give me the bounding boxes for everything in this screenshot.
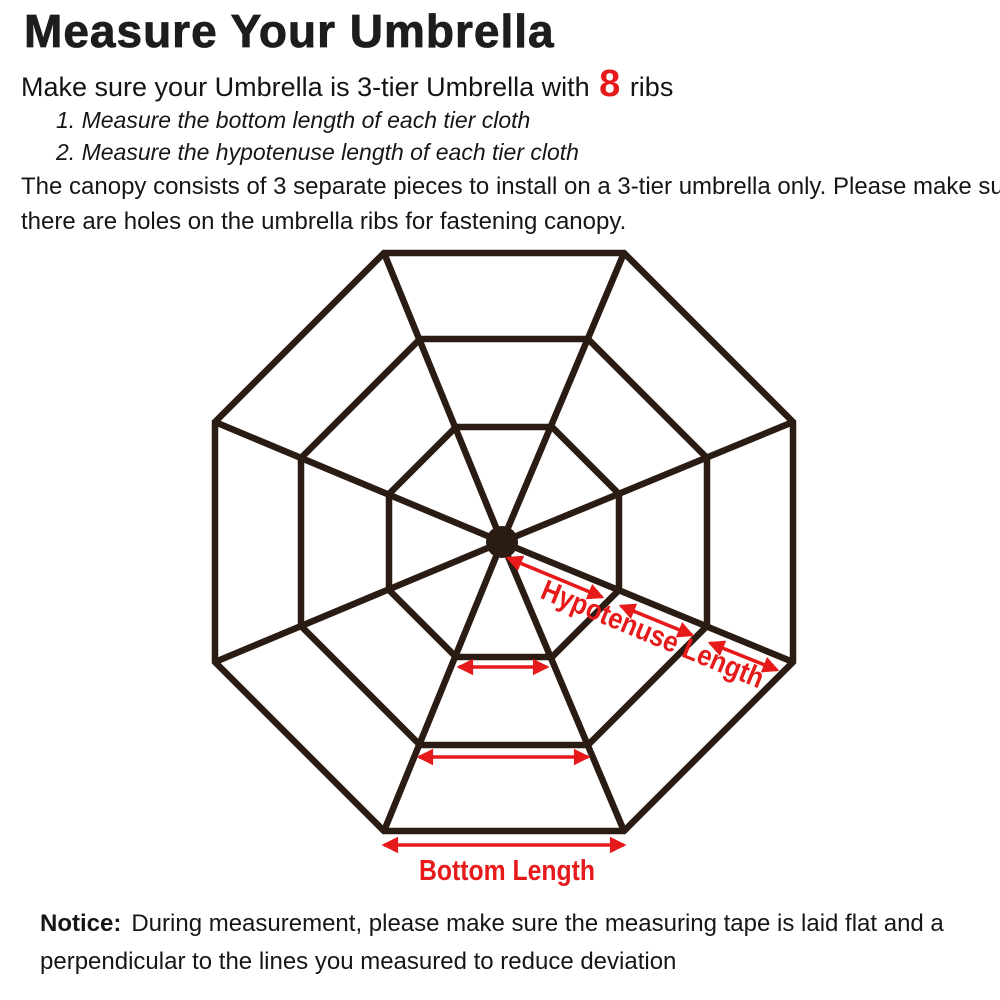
notice-line-2: perpendicular to the lines you measured … bbox=[40, 948, 677, 975]
hypotenuse-arrow-tier3 bbox=[707, 640, 780, 673]
hypotenuse-arrow-tier1 bbox=[505, 555, 605, 600]
rib-line bbox=[380, 251, 506, 544]
subtitle-text-before: Make sure your Umbrella is 3-tier Umbrel… bbox=[21, 72, 598, 102]
notice-line-1: Notice: During measurement, please make s… bbox=[40, 905, 944, 943]
hypotenuse-arrow-tier2 bbox=[618, 603, 695, 638]
center-hub-dot bbox=[486, 526, 518, 558]
step-item-1: 1. Measure the bottom length of each tie… bbox=[56, 107, 531, 133]
notice-label: Notice: bbox=[40, 910, 122, 937]
bottom-length-label: Bottom Length bbox=[419, 855, 595, 887]
subtitle-text-after: ribs bbox=[622, 72, 674, 102]
page-title: Measure Your Umbrella bbox=[24, 5, 555, 58]
rib-count-highlight: 8 bbox=[599, 63, 621, 105]
notice-block: Notice: During measurement, please make s… bbox=[40, 905, 944, 981]
canopy-description: The canopy consists of 3 separate pieces… bbox=[21, 169, 1000, 239]
measure-steps-list: 1. Measure the bottom length of each tie… bbox=[56, 104, 579, 168]
rib-line bbox=[499, 251, 627, 544]
notice-text-1: During measurement, please make sure the… bbox=[131, 910, 944, 937]
step-item-2: 2. Measure the hypotenuse length of each… bbox=[56, 139, 579, 165]
description-line-2: there are holes on the umbrella ribs for… bbox=[21, 208, 627, 235]
rib-line bbox=[213, 539, 504, 665]
rib-line bbox=[380, 540, 506, 833]
rib-line bbox=[500, 418, 795, 546]
description-line-1: The canopy consists of 3 separate pieces… bbox=[21, 173, 1000, 200]
subtitle: Make sure your Umbrella is 3-tier Umbrel… bbox=[21, 64, 673, 107]
rib-line bbox=[213, 419, 504, 545]
